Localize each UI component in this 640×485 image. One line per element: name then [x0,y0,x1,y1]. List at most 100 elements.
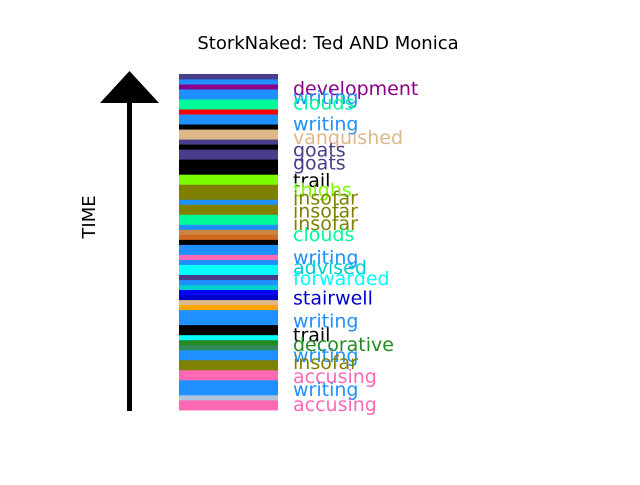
stack-segment [179,269,278,275]
stack-segment [179,214,278,220]
stack-segment [179,394,278,401]
event-label: goats [293,153,346,175]
stack-segment [179,149,278,155]
event-label: development [293,78,418,100]
stack-segment [179,349,278,356]
event-label: trail [293,170,330,192]
stack-segment [179,229,278,235]
stack-segment [179,364,278,371]
color-stack [179,74,278,411]
stack-segment [179,254,278,260]
stack-segment [179,84,278,90]
stack-segment [179,289,278,296]
time-arrow-shaft [127,100,132,411]
stack-segment [179,379,278,386]
event-label: clouds [293,224,354,246]
time-arrow-head [100,71,159,103]
stack-segment [179,329,278,336]
event-label: insofar [293,200,358,222]
event-label: decorative [293,334,394,356]
event-label: goats [293,140,346,162]
stack-segment [179,134,278,140]
event-label: trail [293,324,330,346]
stack-segment [179,189,278,195]
event-label: vanquished [293,127,403,149]
event-label: thighs [293,180,352,202]
stack-segment [179,219,278,225]
stack-segment [179,124,278,130]
stack-segment [179,119,278,125]
stack-segment [179,169,278,175]
event-label: writing [293,114,358,136]
event-label: writing [293,379,358,401]
stack-segment [179,354,278,361]
event-label: insofar [293,352,358,374]
stack-segment [179,104,278,110]
stack-segment [179,259,278,265]
stack-segment [179,159,278,165]
stack-segment [179,209,278,215]
stack-segment [179,94,278,100]
stack-segment [179,79,278,85]
stack-segment [179,239,278,245]
stack-segment [179,194,278,200]
stack-segment [179,199,278,205]
stack-segment [179,334,278,341]
stack-segment [179,304,278,311]
event-label: accusing [293,366,377,388]
event-label: advised [293,257,367,279]
stack-segment [179,324,278,331]
event-label: insofar [293,213,358,235]
stack-segment [179,314,278,321]
event-label: writing [293,247,358,269]
stack-segment [179,374,278,381]
stack-segment [179,244,278,250]
stack-segment [179,224,278,230]
stack-segment [179,74,278,80]
event-label: insofar [293,188,358,210]
stack-segment [179,174,278,180]
stack-segment [179,154,278,160]
stack-segment [179,249,278,255]
stack-segment [179,89,278,95]
label-column: developmentwritingcloudswritingvanquishe… [293,78,418,416]
stack-segment [179,264,278,270]
event-label: accusing [293,394,377,416]
stack-segment [179,139,278,145]
stack-segment [179,384,278,391]
stack-segment [179,389,278,396]
stack-segment [179,204,278,210]
stack-segment [179,284,278,291]
time-axis-label: TIME [79,195,100,239]
stack-segment [179,309,278,316]
stack-segment [179,344,278,351]
stack-segment [179,339,278,346]
stack-segment [179,359,278,366]
stack-segment [179,109,278,115]
event-label: writing [293,345,358,367]
stack-segment [179,299,278,306]
stack-segment [179,179,278,185]
stack-segment [179,164,278,170]
event-label: clouds [293,93,354,115]
event-label: stairwell [293,287,373,309]
stack-segment [179,114,278,120]
event-label: writing [293,87,358,109]
stack-segment [179,274,278,281]
stack-segment [179,404,278,411]
stack-segment [179,144,278,150]
stack-segment [179,129,278,135]
event-label: forwarded [293,268,390,290]
chart-title: StorkNaked: Ted AND Monica [197,33,458,54]
stack-segment [179,99,278,105]
event-label: writing [293,311,358,333]
stack-segment [179,184,278,190]
stack-segment [179,279,278,286]
stack-segment [179,319,278,326]
stack-segment [179,234,278,240]
stack-segment [179,369,278,376]
stack-segment [179,399,278,406]
stack-segment [179,294,278,301]
